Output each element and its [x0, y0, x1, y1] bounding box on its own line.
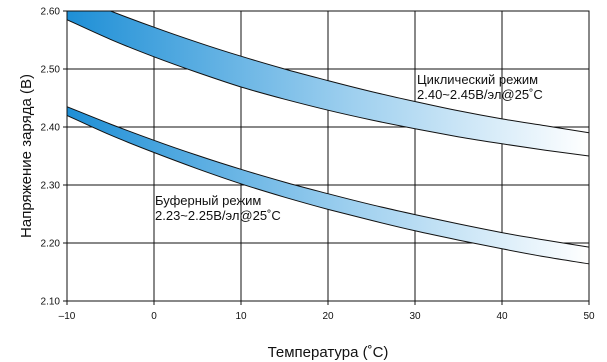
x-tick-label: 50 [583, 311, 595, 322]
series-band [67, 106, 589, 264]
y-tick-label: 2.40 [41, 123, 61, 134]
series-annotation: Буферный режим [155, 193, 261, 208]
x-axis-label: Температура (˚C) [268, 344, 389, 361]
series-annotation: Циклический режим [417, 72, 538, 87]
y-tick-label: 2.60 [41, 7, 61, 18]
x-tick-label: 0 [151, 311, 157, 322]
grid [66, 10, 590, 302]
x-tick-label: –10 [59, 311, 76, 322]
y-axis-label: Напряжение заряда (В) [18, 74, 35, 238]
series-annotation: 2.23~2.25В/эл@25˚C [155, 208, 281, 223]
y-tick-label: 2.50 [41, 65, 61, 76]
y-tick-label: 2.30 [41, 181, 61, 192]
x-tick-label: 30 [409, 311, 421, 322]
y-tick-label: 2.10 [41, 297, 61, 308]
x-tick-label: 10 [235, 311, 247, 322]
bands [67, 11, 589, 265]
x-tick-label: 20 [322, 311, 334, 322]
series-band [67, 11, 589, 156]
tick-labels: –10 0 10 20 30 40 50 2.10 2.20 2.30 2.40 2.50 2.60 [41, 7, 595, 323]
series-lower-line [67, 19, 589, 157]
series-lower-line [67, 114, 589, 265]
series-upper-line [67, 106, 589, 248]
series-upper-line [109, 11, 589, 134]
y-tick-label: 2.20 [41, 239, 61, 250]
series-annotation: 2.40~2.45В/эл@25˚C [417, 87, 543, 102]
x-tick-label: 40 [496, 311, 508, 322]
